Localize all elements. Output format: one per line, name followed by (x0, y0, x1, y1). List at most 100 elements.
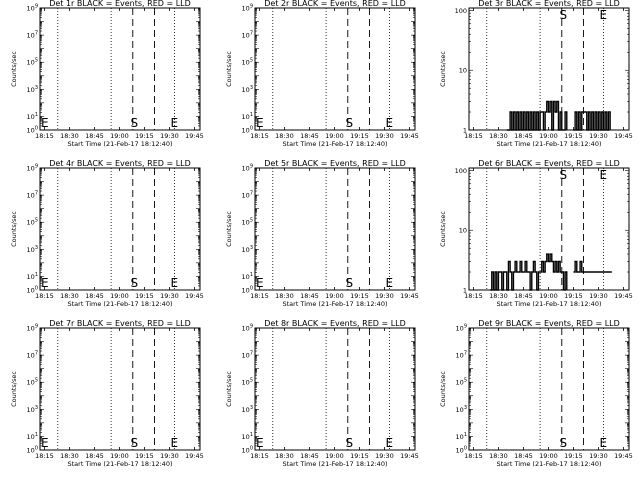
y-tick-label: 100 (242, 446, 253, 455)
start-marker: S (559, 168, 567, 182)
x-tick-label: 19:15 (564, 292, 583, 300)
y-tick-exponent: 5 (250, 58, 253, 64)
y-tick-base: 10 (27, 325, 35, 333)
y-tick-label: 109 (27, 324, 38, 333)
y-axis-label: Counts/sec (225, 371, 233, 407)
end-marker: E (599, 8, 607, 22)
x-axis-label: Start Time (21-Feb-17 18:12:40) (283, 460, 388, 468)
y-tick-exponent: 7 (250, 351, 253, 357)
y-tick-base: 10 (242, 127, 250, 135)
y-tick-label: 101 (242, 112, 253, 121)
y-tick-base: 10 (27, 273, 35, 281)
y-tick-base: 10 (242, 246, 250, 254)
y-tick-exponent: 7 (250, 31, 253, 37)
x-tick-label: 19:15 (350, 292, 369, 300)
y-tick-base: 10 (242, 447, 250, 455)
y-tick-base: 100 (455, 167, 467, 175)
y-tick-base: 10 (27, 352, 35, 360)
y-tick-exponent: 1 (250, 272, 253, 278)
y-tick-label: 100 (242, 126, 253, 135)
y-tick-label: 101 (242, 272, 253, 281)
y-tick-label: 103 (456, 405, 467, 414)
y-tick-label: 103 (242, 85, 253, 94)
y-axis-label: Counts/sec (439, 371, 447, 407)
x-tick-label: 19:45 (614, 292, 633, 300)
x-tick-label: 18:30 (275, 132, 294, 140)
y-tick-exponent: 3 (250, 85, 253, 91)
events-series-line (490, 253, 612, 291)
x-tick-label: 18:45 (514, 292, 533, 300)
x-tick-label: 19:00 (539, 132, 558, 140)
x-tick-label: 18:30 (275, 452, 294, 460)
y-tick-exponent: 0 (250, 446, 253, 452)
y-tick-label: 109 (456, 324, 467, 333)
y-tick-exponent: 3 (35, 85, 38, 91)
y-tick-label: 105 (27, 218, 38, 227)
y-tick-exponent: 9 (250, 324, 253, 330)
panel-det-5r: Det 5r BLACK = Events, RED = LLD 18:15 18:… (225, 159, 419, 308)
y-tick-base: 10 (459, 227, 467, 235)
y-tick-base: 10 (242, 86, 250, 94)
y-tick-exponent: 3 (35, 405, 38, 411)
y-tick-label: 107 (27, 191, 38, 200)
panel-title: Det 7r BLACK = Events, RED = LLD (49, 319, 191, 328)
x-tick-label: 19:00 (325, 132, 344, 140)
y-tick-base: 10 (27, 113, 35, 121)
x-tick-label: 18:45 (300, 132, 319, 140)
panel-title: Det 6r BLACK = Events, RED = LLD (478, 159, 620, 168)
y-tick-base: 10 (27, 246, 35, 254)
end-marker: E (170, 276, 178, 290)
y-axis-label: Counts/sec (10, 51, 18, 87)
x-tick-label: 18:30 (275, 292, 294, 300)
x-tick-label: 19:30 (589, 452, 608, 460)
x-tick-label: 18:30 (489, 132, 508, 140)
events-series-line (506, 100, 611, 131)
x-tick-label: 19:30 (160, 452, 179, 460)
y-tick-base: 10 (242, 59, 250, 67)
y-tick-base: 10 (27, 447, 35, 455)
y-tick-label: 105 (456, 378, 467, 387)
y-tick-label: 101 (27, 112, 38, 121)
x-tick-label: 18:15 (35, 292, 54, 300)
x-tick-label: 18:45 (85, 452, 104, 460)
x-tick-label: 19:15 (135, 132, 154, 140)
plot-frame (39, 327, 201, 451)
end-marker: E (385, 276, 393, 290)
y-tick-label: 100 (27, 126, 38, 135)
y-tick-base: 10 (456, 447, 464, 455)
x-axis-label: Start Time (21-Feb-17 18:12:40) (283, 300, 388, 308)
y-tick-base: 10 (456, 379, 464, 387)
y-tick-base: 10 (242, 325, 250, 333)
y-tick-label: 109 (242, 324, 253, 333)
y-tick-label: 10 (459, 227, 467, 235)
x-tick-label: 19:30 (375, 452, 394, 460)
y-tick-label: 100 (456, 446, 467, 455)
x-tick-label: 19:00 (539, 452, 558, 460)
y-tick-label: 103 (27, 405, 38, 414)
y-tick-exponent: 0 (250, 286, 253, 292)
plot-frame (468, 167, 630, 291)
y-tick-base: 10 (456, 406, 464, 414)
y-tick-label: 100 (455, 167, 467, 175)
panel-det-3r: Det 3r BLACK = Events, RED = LLD 18:15 18:… (439, 0, 633, 148)
y-tick-label: 1 (463, 127, 467, 135)
y-tick-label: 100 (242, 286, 253, 295)
y-tick-base: 10 (456, 325, 464, 333)
x-tick-label: 19:30 (589, 292, 608, 300)
panel-det-9r: Det 9r BLACK = Events, RED = LLD 18:15 18:… (439, 319, 633, 468)
x-tick-label: 19:00 (325, 292, 344, 300)
start-marker: S (345, 276, 353, 290)
x-tick-label: 19:00 (110, 452, 129, 460)
panel-det-7r: Det 7r BLACK = Events, RED = LLD 18:15 18:… (10, 319, 204, 468)
panel-det-1r: Det 1r BLACK = Events, RED = LLD 18:15 18:… (10, 0, 204, 148)
y-tick-base: 10 (242, 165, 250, 173)
y-tick-base: 10 (27, 59, 35, 67)
y-tick-label: 105 (27, 378, 38, 387)
x-tick-label: 19:45 (185, 292, 204, 300)
x-tick-label: 19:15 (564, 132, 583, 140)
y-axis-label: Counts/sec (225, 51, 233, 87)
start-marker: S (559, 436, 567, 450)
y-tick-label: 103 (27, 245, 38, 254)
x-tick-label: 19:00 (110, 292, 129, 300)
x-tick-label: 19:15 (135, 292, 154, 300)
